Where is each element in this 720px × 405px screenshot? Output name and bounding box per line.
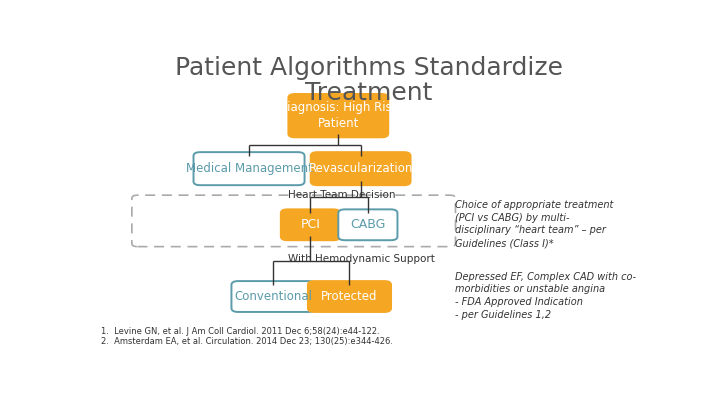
FancyBboxPatch shape [289,94,388,137]
Text: Heart Team Decision: Heart Team Decision [288,190,395,200]
FancyBboxPatch shape [338,209,397,240]
FancyBboxPatch shape [194,152,305,185]
Text: Depressed EF, Complex CAD with co-
morbidities or unstable angina
- FDA Approved: Depressed EF, Complex CAD with co- morbi… [456,272,636,320]
Text: Treatment: Treatment [305,81,433,105]
FancyBboxPatch shape [308,281,391,312]
Text: CABG: CABG [350,218,386,231]
FancyBboxPatch shape [231,281,315,312]
Text: Patient Algorithms Standardize: Patient Algorithms Standardize [175,56,563,81]
Text: Diagnosis: High Risk
Patient: Diagnosis: High Risk Patient [278,101,399,130]
Text: 1.  Levine GN, et al. J Am Coll Cardiol. 2011 Dec 6;58(24):e44-122.
2.  Amsterda: 1. Levine GN, et al. J Am Coll Cardiol. … [101,327,393,346]
Text: Protected: Protected [321,290,378,303]
Text: PCI: PCI [300,218,320,231]
Text: Medical Management: Medical Management [186,162,312,175]
Text: Revascularization: Revascularization [308,162,413,175]
FancyBboxPatch shape [281,209,340,240]
Text: Conventional: Conventional [234,290,312,303]
FancyBboxPatch shape [311,152,410,185]
Text: Choice of appropriate treatment
(PCI vs CABG) by multi-
disciplinary “heart team: Choice of appropriate treatment (PCI vs … [456,200,614,248]
Text: With Hemodynamic Support: With Hemodynamic Support [288,254,435,264]
